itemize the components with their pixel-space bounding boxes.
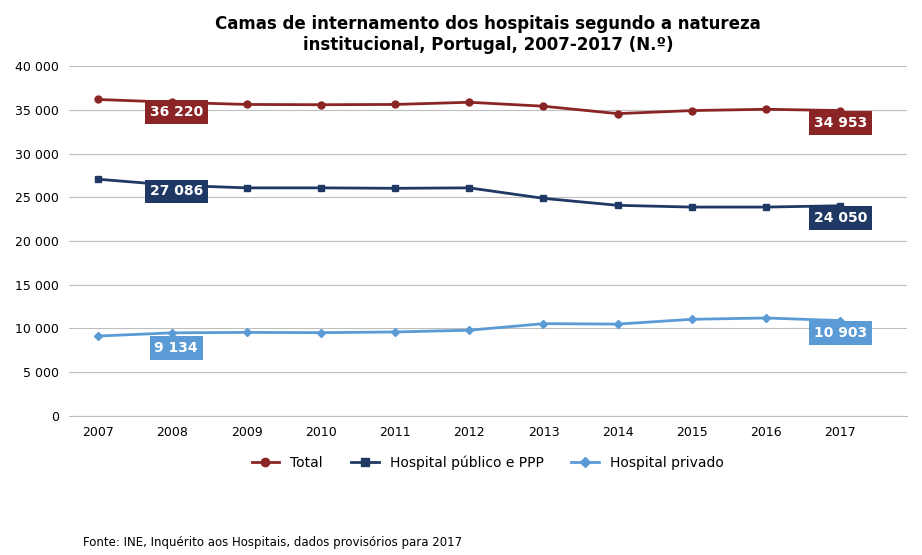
Legend: Total, Hospital público e PPP, Hospital privado: Total, Hospital público e PPP, Hospital … — [246, 450, 729, 475]
Title: Camas de internamento dos hospitais segundo a natureza
institucional, Portugal, : Camas de internamento dos hospitais segu… — [215, 15, 761, 54]
Text: Fonte: INE, Inquérito aos Hospitais, dados provisórios para 2017: Fonte: INE, Inquérito aos Hospitais, dad… — [83, 537, 462, 549]
Text: 24 050: 24 050 — [813, 211, 867, 225]
Text: 34 953: 34 953 — [813, 116, 867, 130]
Text: 27 086: 27 086 — [149, 184, 203, 199]
Text: 36 220: 36 220 — [149, 105, 203, 119]
Text: 9 134: 9 134 — [154, 341, 198, 355]
Text: 10 903: 10 903 — [813, 326, 867, 340]
